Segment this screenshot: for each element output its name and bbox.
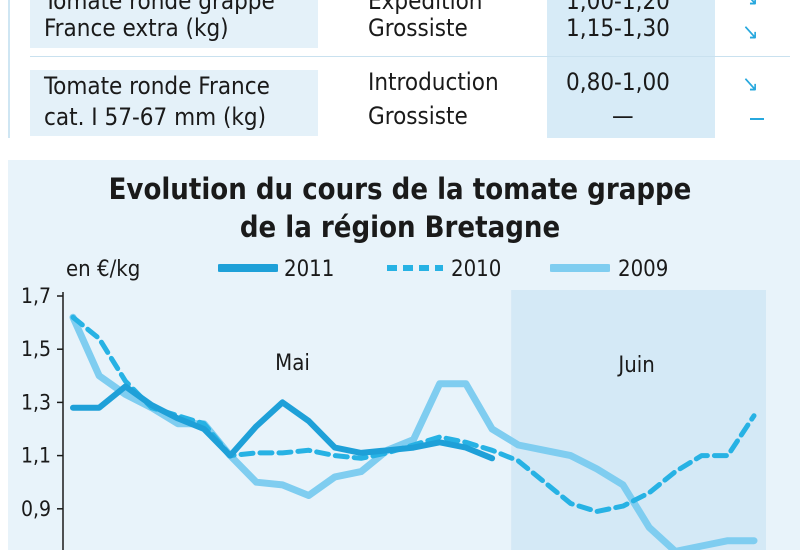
price-range: 0,80-1,00 [566,68,670,96]
legend-swatch-2010 [387,265,443,271]
product-name: France extra (kg) [44,14,229,42]
down-right-arrow-icon: ↘ [742,72,759,97]
period-label-june: Juin [616,353,654,378]
y-tick-label: 1,7 [21,284,51,308]
period-label-may: Mai [275,351,310,376]
legend-swatch-2011 [218,264,278,272]
legend-swatch-2009 [550,264,610,272]
dash-icon [750,118,764,120]
product-name: cat. I 57-67 mm (kg) [44,103,267,131]
product-name: Tomate ronde France [44,72,270,100]
price-column-highlight [547,0,715,138]
market-stage: Grossiste [368,14,468,42]
chart-subtitle: de la région Bretagne [239,210,561,244]
y-tick-label: 1,1 [21,444,51,468]
product-cell-bg [30,0,318,48]
market-stage: Introduction [368,68,499,96]
series-line-2011 [70,383,496,462]
price-range: 1,15-1,30 [566,14,670,42]
row-separator [30,56,790,57]
legend-label-2011: 2011 [284,257,335,282]
y-axis-unit-label: en €/kg [66,257,141,282]
price-range: — [612,102,634,130]
table-left-rule [8,0,10,138]
legend-label-2010: 2010 [451,257,502,282]
price-table: Tomate ronde grappe France extra (kg) Ex… [0,0,800,140]
y-tick-label: 0,9 [21,497,51,521]
down-right-arrow-icon: ↘ [742,20,759,45]
price-range: 1,00-1,20 [566,0,670,15]
market-stage: Expédition [368,0,483,15]
down-right-arrow-icon: ↘ [742,0,759,11]
chart-title: Evolution du cours de la tomate grappe [108,172,692,206]
product-name: Tomate ronde grappe [44,0,275,15]
y-tick-label: 1,5 [21,337,51,361]
product-cell-bg [30,70,318,136]
market-stage: Grossiste [368,102,468,130]
y-tick-label: 1,3 [21,390,51,414]
legend-label-2009: 2009 [618,257,669,282]
